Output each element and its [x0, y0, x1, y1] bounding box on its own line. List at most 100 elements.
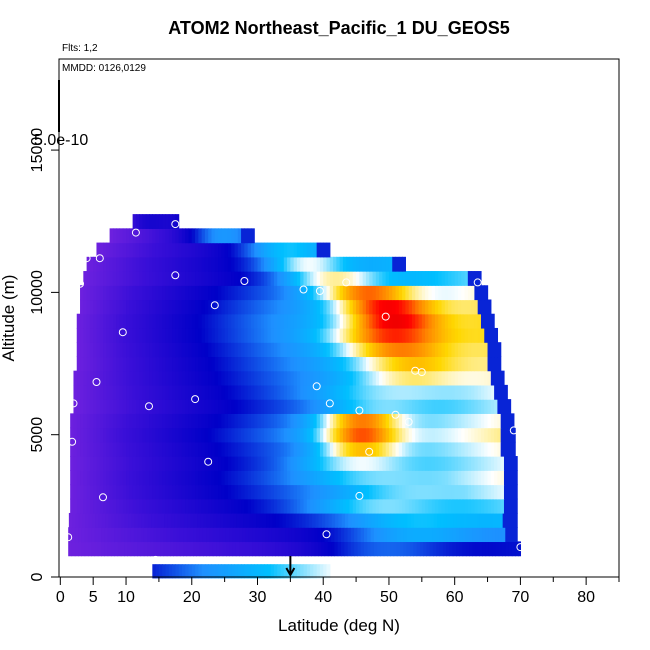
- heatmap-cell: [487, 484, 492, 500]
- heatmap-cell: [480, 427, 485, 443]
- sample-points: [64, 220, 525, 564]
- heatmap-cell: [382, 399, 387, 414]
- heatmap-cell: [241, 327, 245, 343]
- heatmap-cell: [180, 512, 185, 528]
- heatmap-cell: [392, 470, 397, 486]
- heatmap-cell: [106, 356, 111, 372]
- heatmap-cell: [139, 356, 144, 372]
- heatmap-cell: [175, 441, 180, 457]
- heatmap-cell: [254, 242, 259, 258]
- heatmap-cell: [480, 356, 485, 372]
- heatmap-cell: [300, 456, 305, 471]
- heatmap-cell: [300, 427, 305, 443]
- heatmap-cell: [158, 299, 163, 315]
- heatmap-row: [76, 313, 495, 329]
- heatmap-cell: [300, 484, 305, 500]
- heatmap-cell: [260, 285, 265, 301]
- heatmap-cell: [346, 356, 351, 372]
- heatmap-cell: [303, 327, 308, 343]
- heatmap-cell: [303, 427, 308, 443]
- heatmap-cell: [280, 413, 285, 429]
- heatmap-cell: [308, 541, 312, 557]
- heatmap-cell: [480, 370, 485, 386]
- heatmap-cell: [76, 441, 81, 457]
- heatmap-cell: [237, 271, 242, 286]
- heatmap-cell: [129, 384, 134, 400]
- heatmap-cell: [149, 327, 153, 343]
- heatmap-cell: [392, 327, 397, 343]
- heatmap-cell: [290, 285, 295, 301]
- heatmap-cell: [388, 470, 393, 486]
- heatmap-cell: [99, 498, 104, 514]
- heatmap-cell: [132, 484, 137, 500]
- heatmap-cell: [317, 527, 322, 543]
- heatmap-cell: [359, 399, 364, 414]
- heatmap-cell: [165, 413, 170, 429]
- heatmap-cell: [425, 384, 429, 400]
- heatmap-cell: [198, 484, 203, 500]
- heatmap-cell: [477, 456, 482, 471]
- heatmap-cell: [333, 271, 337, 286]
- heatmap-cell: [456, 527, 460, 543]
- heatmap-cell: [428, 498, 433, 514]
- heatmap-cell: [277, 313, 282, 329]
- heatmap-cell: [116, 256, 121, 272]
- heatmap-cell: [119, 399, 124, 414]
- heatmap-cell: [224, 327, 229, 343]
- heatmap-cell: [135, 285, 140, 301]
- heatmap-cell: [356, 271, 360, 286]
- heatmap-cell: [218, 370, 222, 386]
- heatmap-cell: [375, 384, 380, 400]
- heatmap-cell: [415, 271, 420, 286]
- heatmap-cell: [388, 356, 393, 372]
- heatmap-cell: [218, 484, 222, 500]
- heatmap-cell: [264, 285, 268, 301]
- heatmap-cell: [234, 228, 239, 244]
- heatmap-cell: [310, 427, 314, 443]
- heatmap-cell: [235, 541, 240, 557]
- heatmap-cell: [139, 228, 144, 244]
- heatmap-cell: [277, 564, 282, 579]
- heatmap-cell: [165, 384, 170, 400]
- heatmap-cell: [490, 456, 495, 471]
- heatmap-cell: [89, 384, 94, 400]
- heatmap-cell: [172, 256, 176, 272]
- heatmap-cell: [323, 327, 328, 343]
- heatmap-cell: [485, 527, 490, 543]
- heatmap-cell: [405, 285, 410, 301]
- heatmap-cell: [336, 427, 341, 443]
- heatmap-cell: [448, 399, 452, 414]
- heatmap-cell: [342, 342, 347, 358]
- heatmap-cell: [216, 527, 220, 543]
- heatmap-cell: [106, 256, 111, 272]
- heatmap-cell: [71, 541, 76, 557]
- heatmap-cell: [434, 456, 439, 471]
- heatmap-cell: [294, 541, 299, 557]
- heatmap-cell: [199, 527, 204, 543]
- heatmap-cell: [444, 484, 449, 500]
- heatmap-cell: [270, 441, 275, 457]
- heatmap-cell: [175, 313, 180, 329]
- heatmap-cell: [339, 413, 344, 429]
- heatmap-cell: [349, 441, 354, 457]
- heatmap-cell: [464, 342, 469, 358]
- heatmap-cell: [471, 356, 475, 372]
- heatmap-cell: [86, 299, 91, 315]
- heatmap-cell: [89, 313, 94, 329]
- heatmap-cell: [231, 470, 236, 486]
- heatmap-cell: [365, 313, 370, 329]
- heatmap-cell: [326, 342, 331, 358]
- heatmap-cell: [418, 327, 423, 343]
- heatmap-cell: [204, 271, 209, 286]
- heatmap-cell: [214, 456, 219, 471]
- heatmap-cell: [135, 327, 140, 343]
- heatmap-cell: [466, 512, 471, 528]
- heatmap-cell: [247, 498, 252, 514]
- heatmap-cell: [224, 441, 229, 457]
- heatmap-cell: [111, 512, 116, 528]
- heatmap-cell: [379, 356, 383, 372]
- heatmap-cell: [260, 399, 265, 414]
- heatmap-cell: [89, 484, 94, 500]
- heatmap-cell: [234, 456, 239, 471]
- heatmap-cell: [86, 498, 91, 514]
